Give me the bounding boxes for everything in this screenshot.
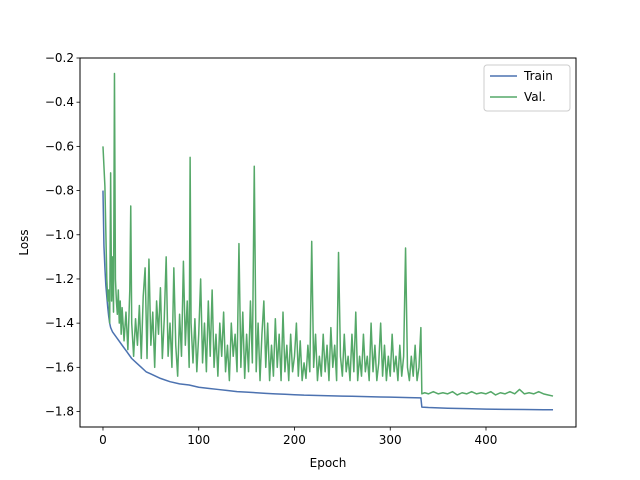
legend-label: Val. xyxy=(524,90,546,104)
series-line-val xyxy=(102,72,554,397)
y-tick-label: −0.2 xyxy=(45,51,74,65)
series-layer xyxy=(102,72,554,411)
x-axis: 0 100 200 300 400 xyxy=(99,427,497,447)
y-tick-label: −1.6 xyxy=(45,360,74,374)
y-tick-label: −1.8 xyxy=(45,405,74,419)
x-axis-label: Epoch xyxy=(310,456,347,470)
plot-border xyxy=(79,57,577,428)
x-tick-label: 300 xyxy=(379,433,402,447)
x-tick-label: 400 xyxy=(475,433,498,447)
x-tick-label: 100 xyxy=(187,433,210,447)
y-tick-label: −0.6 xyxy=(45,139,74,153)
legend: Train Val. xyxy=(483,64,571,112)
legend-label: Train xyxy=(523,69,553,83)
y-tick-label: −0.8 xyxy=(45,184,74,198)
y-axis: −1.8 −1.6 −1.4 −1.2 −1.0 −0.8 −0.6 −0.4 −0.2 xyxy=(45,51,80,419)
y-axis-label: Loss xyxy=(17,229,31,255)
y-tick-label: −0.4 xyxy=(45,95,74,109)
x-tick-label: 0 xyxy=(99,433,107,447)
y-tick-label: −1.4 xyxy=(45,316,74,330)
y-tick-label: −1.0 xyxy=(45,228,74,242)
series-line-train xyxy=(102,190,554,411)
y-tick-label: −1.2 xyxy=(45,272,74,286)
x-tick-label: 200 xyxy=(283,433,306,447)
